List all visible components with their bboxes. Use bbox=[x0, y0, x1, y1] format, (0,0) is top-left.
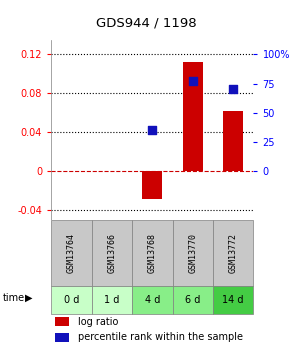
Text: 6 d: 6 d bbox=[185, 295, 200, 305]
Bar bbox=[213, 220, 253, 286]
Text: GSM13768: GSM13768 bbox=[148, 233, 157, 273]
Text: GSM13766: GSM13766 bbox=[108, 233, 116, 273]
Bar bbox=[223, 111, 243, 171]
Text: ▶: ▶ bbox=[25, 293, 33, 303]
Bar bbox=[173, 286, 213, 314]
Bar bbox=[92, 220, 132, 286]
Text: percentile rank within the sample: percentile rank within the sample bbox=[78, 332, 243, 342]
Bar bbox=[132, 286, 173, 314]
Bar bbox=[142, 171, 162, 199]
Bar bbox=[213, 286, 253, 314]
Bar bbox=[132, 220, 173, 286]
Text: GSM13772: GSM13772 bbox=[229, 233, 238, 273]
Text: 0 d: 0 d bbox=[64, 295, 79, 305]
Text: 4 d: 4 d bbox=[145, 295, 160, 305]
Bar bbox=[51, 220, 92, 286]
Text: 14 d: 14 d bbox=[222, 295, 244, 305]
Bar bbox=[51, 286, 92, 314]
Point bbox=[190, 78, 195, 84]
Text: GSM13764: GSM13764 bbox=[67, 233, 76, 273]
Bar bbox=[55, 317, 69, 326]
Text: log ratio: log ratio bbox=[78, 317, 118, 327]
Text: GSM13770: GSM13770 bbox=[188, 233, 197, 273]
Text: 1 d: 1 d bbox=[104, 295, 120, 305]
Point bbox=[150, 128, 155, 133]
Text: time: time bbox=[3, 293, 25, 303]
Bar bbox=[92, 286, 132, 314]
Text: GDS944 / 1198: GDS944 / 1198 bbox=[96, 16, 197, 29]
Bar bbox=[173, 220, 213, 286]
Bar bbox=[55, 333, 69, 342]
Point bbox=[231, 87, 236, 92]
Bar bbox=[183, 62, 203, 171]
